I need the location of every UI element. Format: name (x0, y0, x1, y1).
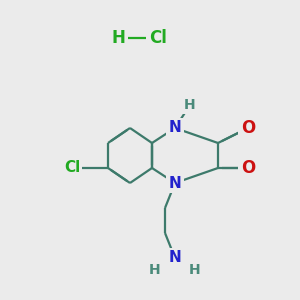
Text: O: O (241, 159, 255, 177)
Text: H: H (111, 29, 125, 47)
Text: N: N (169, 176, 182, 190)
Text: Cl: Cl (64, 160, 80, 175)
Text: H: H (149, 263, 161, 277)
Text: Cl: Cl (149, 29, 167, 47)
Text: N: N (169, 250, 182, 266)
Text: O: O (241, 119, 255, 137)
Text: H: H (189, 263, 201, 277)
Text: N: N (169, 121, 182, 136)
Text: H: H (184, 98, 196, 112)
